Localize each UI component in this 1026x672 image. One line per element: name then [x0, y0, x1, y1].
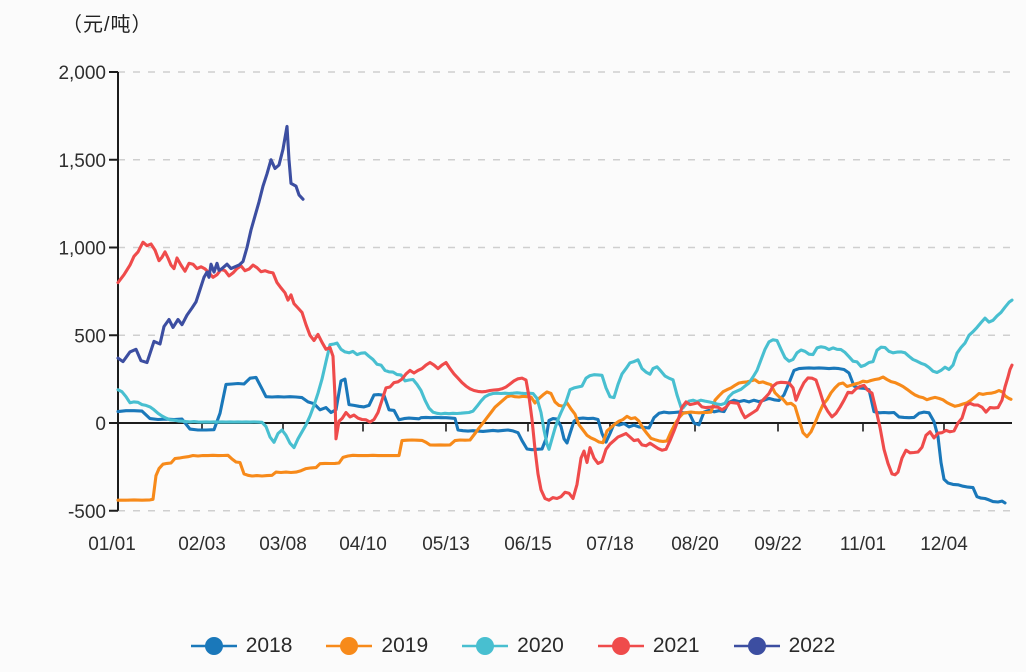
legend-label: 2021 — [652, 634, 700, 657]
x-tick-label: 09/22 — [754, 534, 802, 555]
x-tick-label: 07/18 — [586, 534, 634, 555]
series-line-2019 — [116, 375, 1013, 502]
x-axis: 01/01 02/03 03/08 04/10 05/13 06/15 07/18 08/20… — [88, 422, 1012, 555]
x-tick-label: 11/01 — [840, 534, 886, 555]
legend-marker-icon — [190, 637, 237, 655]
legend-item-2021[interactable]: 2021 — [597, 634, 700, 658]
line-chart: 2,000 1,500 1,000 500 0 -500 01/01 02/03 03/08 04… — [58, 63, 1014, 555]
y-tick-label: 1,500 — [58, 151, 106, 172]
y-tick-label: 0 — [95, 414, 106, 435]
y-tick-label: 1,000 — [58, 239, 106, 260]
legend-item-2020[interactable]: 2020 — [462, 634, 564, 658]
legend-marker-icon — [326, 637, 373, 655]
x-tick-label: 12/04 — [920, 534, 968, 555]
x-tick-label: 02/03 — [178, 534, 226, 555]
legend-marker-icon — [462, 637, 509, 655]
legend-item-2022[interactable]: 2022 — [733, 634, 836, 658]
chart-legend: 2018 2019 2020 2021 2022 — [0, 634, 1026, 658]
legend-label: 2019 — [381, 634, 429, 657]
chart-title: （元/吨） — [62, 14, 153, 36]
x-tick-label: 04/10 — [339, 534, 387, 555]
series-line-2021 — [116, 240, 1014, 502]
legend-label: 2018 — [245, 634, 293, 657]
y-tick-label: -500 — [68, 502, 106, 523]
legend-label: 2022 — [788, 634, 836, 657]
gridlines — [118, 71, 1012, 512]
legend-marker-icon — [733, 637, 780, 655]
y-tick-label: 500 — [74, 326, 106, 347]
x-tick-label: 05/13 — [422, 534, 470, 555]
x-tick-label: 01/01 — [88, 534, 136, 555]
series-line-2018 — [116, 366, 1007, 505]
series-line-2022 — [116, 124, 305, 365]
legend-marker-icon — [597, 637, 644, 655]
legend-label: 2020 — [517, 634, 564, 657]
plot-series — [116, 124, 1014, 505]
y-axis: 2,000 1,500 1,000 500 0 -500 — [58, 63, 119, 523]
y-tick-label: 2,000 — [58, 63, 106, 84]
x-tick-label: 08/20 — [671, 534, 719, 555]
x-tick-label: 06/15 — [504, 534, 552, 555]
x-tick-label: 03/08 — [259, 534, 307, 555]
series-line-2020 — [116, 298, 1014, 451]
legend-item-2018[interactable]: 2018 — [190, 634, 293, 658]
legend-item-2019[interactable]: 2019 — [326, 634, 428, 658]
